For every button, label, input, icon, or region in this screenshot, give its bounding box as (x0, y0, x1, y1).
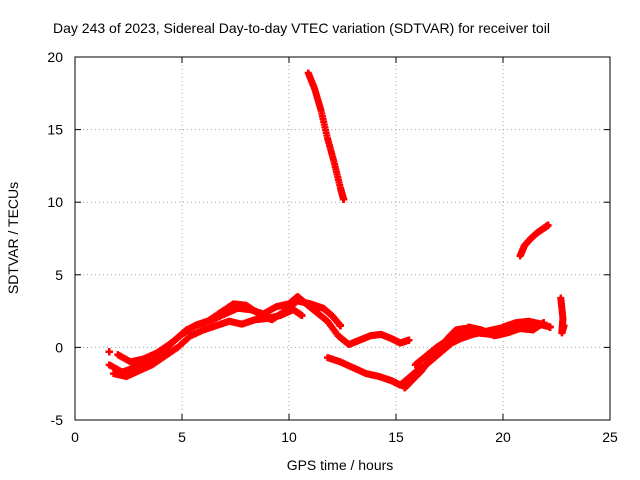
y-tick-label: 10 (47, 194, 63, 210)
y-tick-label: 15 (47, 122, 63, 138)
x-tick-label: 5 (178, 429, 186, 445)
chart-title: Day 243 of 2023, Sidereal Day-to-day VTE… (53, 20, 550, 36)
x-tick-label: 25 (602, 429, 618, 445)
y-axis-label: SDTVAR / TECUs (5, 182, 21, 294)
data-series-8 (105, 294, 568, 356)
x-tick-label: 0 (71, 429, 79, 445)
data-point (298, 311, 306, 319)
grid (75, 57, 610, 420)
axis-ticks: 0 5 10 15 20 25 -5 0 5 10 15 20 (47, 49, 618, 445)
y-tick-label: 5 (55, 267, 63, 283)
data-points (105, 69, 568, 392)
data-point (546, 323, 554, 331)
data-series-6 (304, 69, 348, 203)
data-point (105, 348, 113, 356)
data-series-5 (411, 319, 548, 369)
data-point (340, 195, 348, 203)
data-series-1 (110, 306, 306, 380)
y-tick-label: -5 (51, 412, 64, 428)
x-tick-label: 10 (281, 429, 297, 445)
data-point (336, 322, 344, 330)
data-point (560, 322, 568, 330)
data-series-7 (516, 221, 552, 260)
plot-frame (74, 56, 611, 421)
data-point (405, 336, 413, 344)
data-point (544, 221, 552, 229)
data-point (540, 319, 548, 327)
x-tick-label: 15 (388, 429, 404, 445)
x-axis-label: GPS time / hours (287, 457, 394, 473)
y-tick-label: 20 (47, 49, 63, 65)
data-series-2 (114, 297, 344, 366)
y-tick-label: 0 (55, 339, 63, 355)
x-tick-label: 20 (495, 429, 511, 445)
